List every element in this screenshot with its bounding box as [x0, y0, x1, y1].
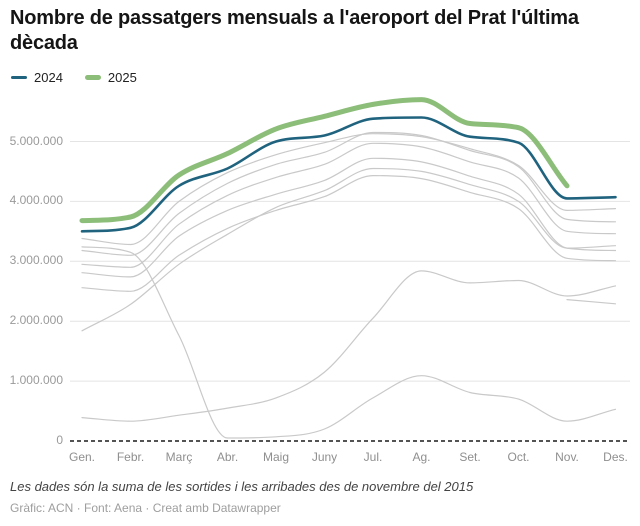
legend-label-2024: 2024 [34, 70, 63, 85]
x-tick-label: Maig [262, 450, 290, 464]
x-tick-label: Oct. [507, 450, 530, 464]
plot-area [70, 97, 630, 442]
y-tick-label: 0 [56, 433, 63, 447]
x-tick-label: Nov. [555, 450, 579, 464]
x-tick-label: Març [165, 450, 193, 464]
x-tick-label: Juny [311, 450, 338, 464]
chart-title: Nombre de passatgers mensuals a l'aeropo… [10, 7, 579, 54]
line-2021 [81, 270, 617, 422]
legend-swatch-2025-line [84, 75, 101, 80]
line-2016 [81, 175, 617, 292]
y-tick-label: 3.000.000 [9, 253, 63, 268]
x-tick-label: Jul. [363, 450, 383, 464]
line-2017 [81, 157, 617, 278]
footnote: Les dades són la suma de les sortides i … [10, 479, 474, 494]
line-2020 [81, 246, 617, 439]
y-tick-label: 5.000.000 [9, 133, 63, 148]
line-2018 [81, 142, 617, 268]
line-2022 [81, 167, 617, 332]
x-tick-label: Abr. [216, 450, 239, 464]
x-tick-label: Set. [459, 450, 481, 464]
line-2019 [81, 131, 617, 256]
x-tick-label: Gen. [68, 450, 96, 464]
byline: Gràfic: ACN · Font: Aena · Creat amb Dat… [10, 501, 281, 515]
line-2015 [566, 299, 617, 305]
y-tick-label: 2.000.000 [9, 313, 63, 328]
legend-item-2025: 2025 [84, 70, 137, 85]
legend-label-2025: 2025 [107, 70, 137, 85]
legend-item-2024: 2024 [11, 70, 63, 85]
line-chart: 0 1.000.000 2.000.000 3.000.000 4.000.000 5.0… [0, 86, 640, 470]
x-tick-label: Febr. [116, 450, 145, 464]
legend: 2024 2025 [11, 70, 137, 85]
y-tick-label: 1.000.000 [9, 373, 63, 388]
line-2023 [81, 133, 617, 246]
legend-swatch-2024-line [11, 76, 27, 79]
x-tick-label: Des. [603, 450, 628, 464]
line-2024 [80, 116, 617, 233]
y-tick-label: 4.000.000 [9, 193, 63, 208]
line-2025 [79, 97, 570, 224]
x-tick-label: Ag. [412, 450, 431, 464]
